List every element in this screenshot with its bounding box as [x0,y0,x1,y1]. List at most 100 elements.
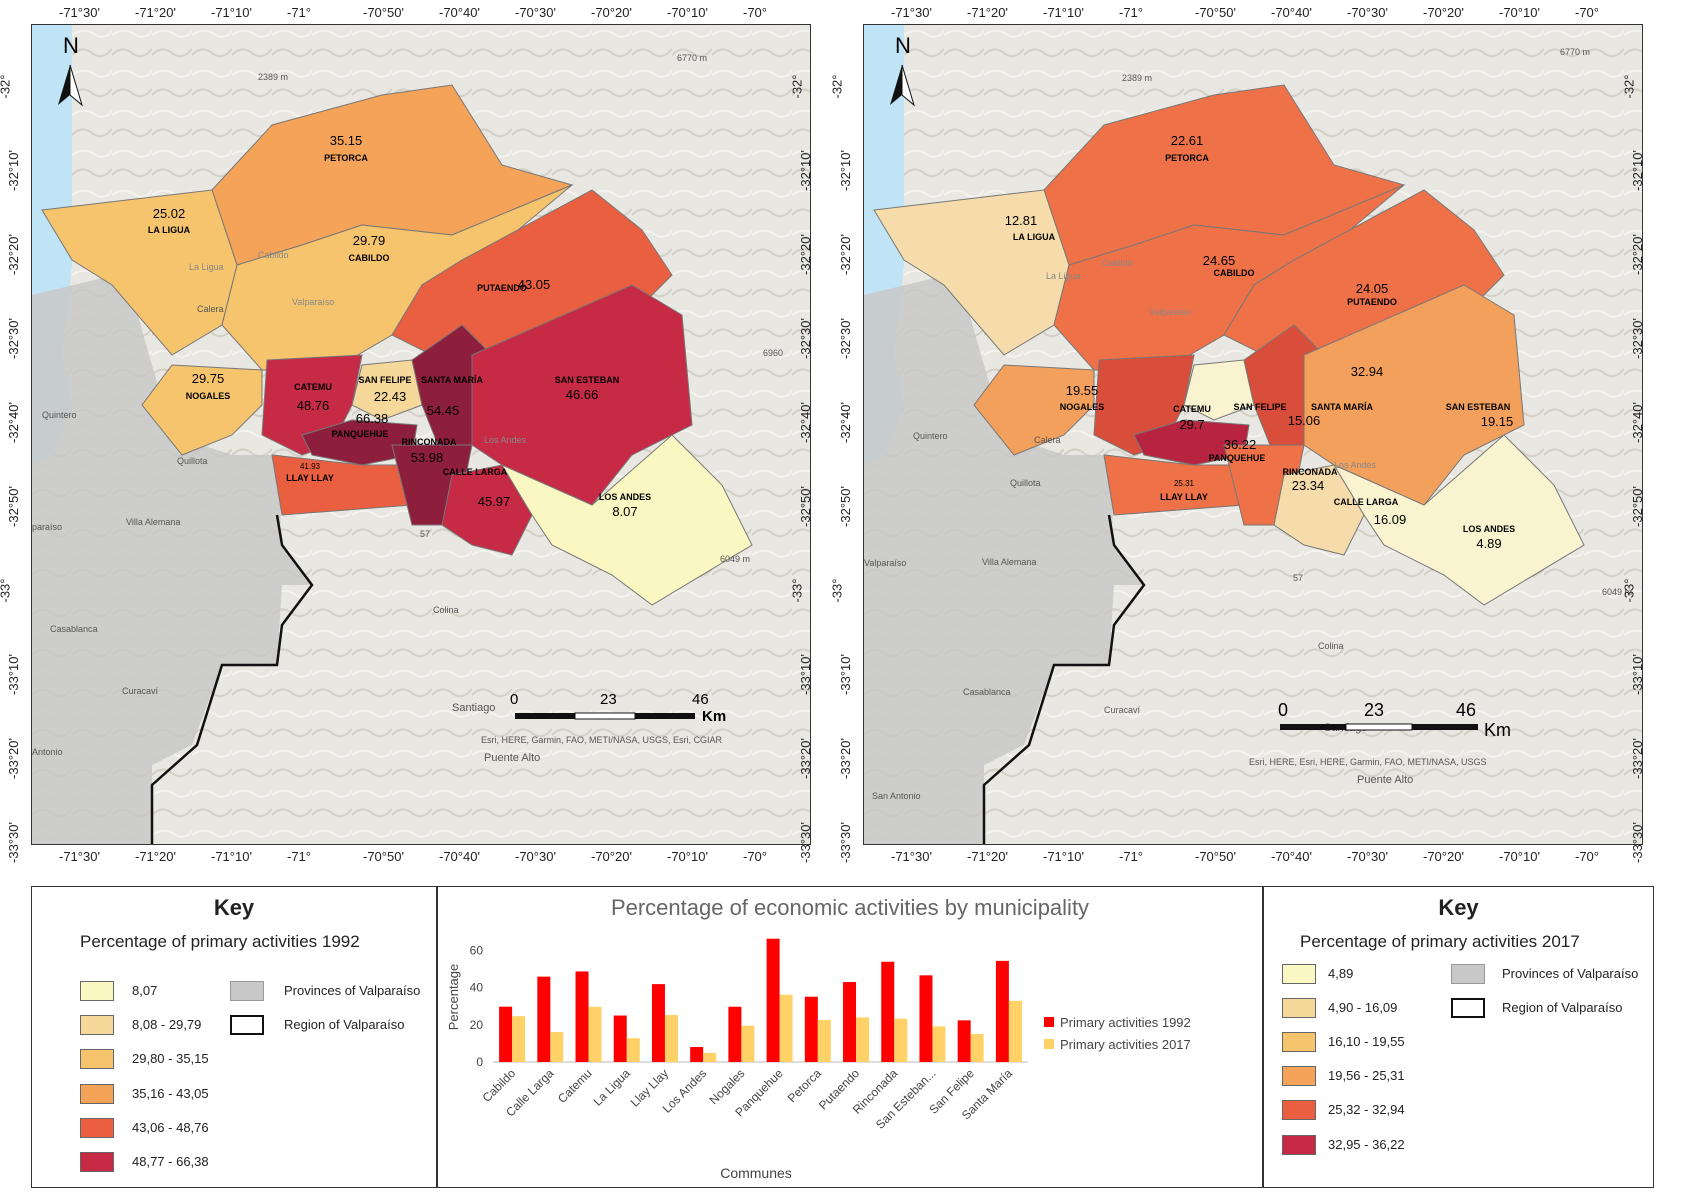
svg-text:N: N [63,33,79,58]
bar-1992 [804,996,818,1062]
bar-1992 [957,1020,971,1062]
map-2017: N 22.61 PETORCA 12.81 LA LIGUA 24.65 CAB… [863,24,1643,845]
region-border [982,514,1146,844]
commune-san-esteban [471,284,693,506]
legend-label-4: 35,16 - 43,05 [132,1086,209,1101]
svg-text:16.09: 16.09 [1374,512,1407,527]
svg-text:LOS ANDES: LOS ANDES [599,492,651,502]
lat-tick-label: -33°20' [797,738,813,779]
svg-text:Casablanca: Casablanca [50,624,98,634]
svg-text:CALLE LARGA: CALLE LARGA [1334,497,1399,507]
bar-1992 [575,971,589,1062]
svg-text:RINCONADA: RINCONADA [402,437,457,447]
basemap-labels-right: Quintero Calera Quillota Villa Alemana V… [864,47,1632,801]
legend-swatch-2 [80,1015,114,1035]
lon-tick-label: -71°20' [135,5,176,20]
svg-text:SAN ESTEBAN: SAN ESTEBAN [555,375,620,385]
lat-tick-label: -32°20' [1629,234,1645,275]
commune-san-esteban [1303,284,1525,506]
svg-text:29.7: 29.7 [1179,417,1204,432]
commune-los-andes [1332,434,1585,606]
svg-text:SAN FELIPE: SAN FELIPE [1233,402,1286,412]
svg-text:Esri, HERE, Esri, HERE, Garmin: Esri, HERE, Esri, HERE, Garmin, FAO, MET… [1249,757,1487,767]
lon-tick-label: -70°50' [1195,849,1236,864]
legend-provinces-swatch [1451,964,1485,984]
svg-text:Puente Alto: Puente Alto [1357,774,1413,786]
bar-2017 [894,1018,908,1062]
svg-text:Esri, HERE, Garmin, FAO, METI/: Esri, HERE, Garmin, FAO, METI/NASA, USGS… [481,735,723,745]
lon-tick-label: -71° [1119,849,1143,864]
lat-tick-label: -32°40' [797,402,813,443]
legend-label-6: 48,77 - 66,38 [132,1154,209,1169]
lon-tick-label: -70°10' [667,849,708,864]
svg-text:PETORCA: PETORCA [324,153,368,163]
svg-text:Cabildo: Cabildo [1102,258,1133,268]
commune-labels-1992: 35.15 PETORCA 25.02 LA LIGUA 29.79 CABIL… [148,133,651,519]
svg-text:22.43: 22.43 [374,389,407,404]
svg-text:RINCONADA: RINCONADA [1283,467,1338,477]
svg-text:LLAY LLAY: LLAY LLAY [286,473,334,483]
legend-swatch-3 [1282,1032,1316,1052]
svg-text:19.55: 19.55 [1066,383,1099,398]
lon-tick-label: -70°10' [1499,849,1540,864]
legend-swatch-1 [80,981,114,1001]
lat-tick-label: -32°10' [797,150,813,191]
lat-tick-label: -32°10' [837,150,853,191]
svg-text:LLAY LLAY: LLAY LLAY [1160,492,1208,502]
svg-text:4.89: 4.89 [1476,536,1501,551]
svg-text:NOGALES: NOGALES [1060,402,1105,412]
svg-text:Quintero: Quintero [42,410,77,420]
lat-tick-label: -33°20' [1629,738,1645,779]
lat-tick-label: -32°20' [5,234,21,275]
legend-swatch-6 [1282,1135,1316,1155]
lat-tick-label: -32° [0,74,13,99]
bar-1992 [651,984,665,1062]
svg-text:54.45: 54.45 [427,403,460,418]
lat-tick-label: -32° [1621,74,1637,99]
lat-tick-label: -33° [1621,578,1637,603]
provinces-of-valparaiso [864,277,1144,844]
bar-1992 [728,1006,742,1062]
lon-tick-label: -71°10' [211,5,252,20]
lon-tick-label: -71°10' [1043,849,1084,864]
svg-text:Villa Alemana: Villa Alemana [126,517,180,527]
lon-tick-label: -70°40' [439,849,480,864]
legend-swatch-5 [80,1118,114,1138]
lon-tick-label: -71°30' [891,849,932,864]
legend-label-4: 19,56 - 25,31 [1328,1068,1405,1083]
chart-title: Percentage of economic activities by mun… [611,895,1089,920]
legend-label-2: 8,08 - 29,79 [132,1017,202,1032]
lat-tick-label: -33°10' [1629,654,1645,695]
bar-1992 [995,960,1009,1062]
legend-label-3: 16,10 - 19,55 [1328,1034,1405,1049]
svg-text:15.06: 15.06 [1288,413,1321,428]
lon-tick-label: -71° [1119,5,1143,20]
lon-tick-label: -70° [1575,849,1599,864]
svg-text:6960: 6960 [763,348,783,358]
bar-2017 [588,1006,602,1062]
lon-tick-label: -70°20' [1423,5,1464,20]
commune-san-felipe [1183,359,1255,421]
svg-text:46.66: 46.66 [566,387,599,402]
legend-region-swatch [1451,998,1485,1018]
legend-region-label: Region of Valparaíso [1502,1000,1623,1015]
scalebar-left: 0 23 46 Km Esri, HERE, Garmin, FAO, METI… [481,691,726,745]
lat-tick-label: -33°30' [837,822,853,863]
bar-1992 [843,982,857,1062]
bar-2017 [932,1026,946,1062]
svg-text:23: 23 [600,691,617,708]
bar-chart: Percentage of economic activities by mun… [446,895,1191,1181]
lat-tick-label: -32°30' [837,318,853,359]
svg-text:43.05: 43.05 [518,277,551,292]
bar-2017 [779,994,793,1062]
svg-text:Quillota: Quillota [1010,478,1041,488]
lat-tick-label: -33°20' [5,738,21,779]
legend-label: Primary activities 2017 [1060,1037,1191,1052]
svg-text:19.15: 19.15 [1481,414,1514,429]
commune-los-andes [500,434,753,606]
legend-title: Key [1438,895,1479,920]
svg-text:Los Andes: Los Andes [484,435,527,445]
legend-subtitle: Percentage of primary activities 2017 [1300,932,1580,951]
svg-text:CATEMU: CATEMU [1173,404,1211,414]
legend-label-5: 43,06 - 48,76 [132,1120,209,1135]
